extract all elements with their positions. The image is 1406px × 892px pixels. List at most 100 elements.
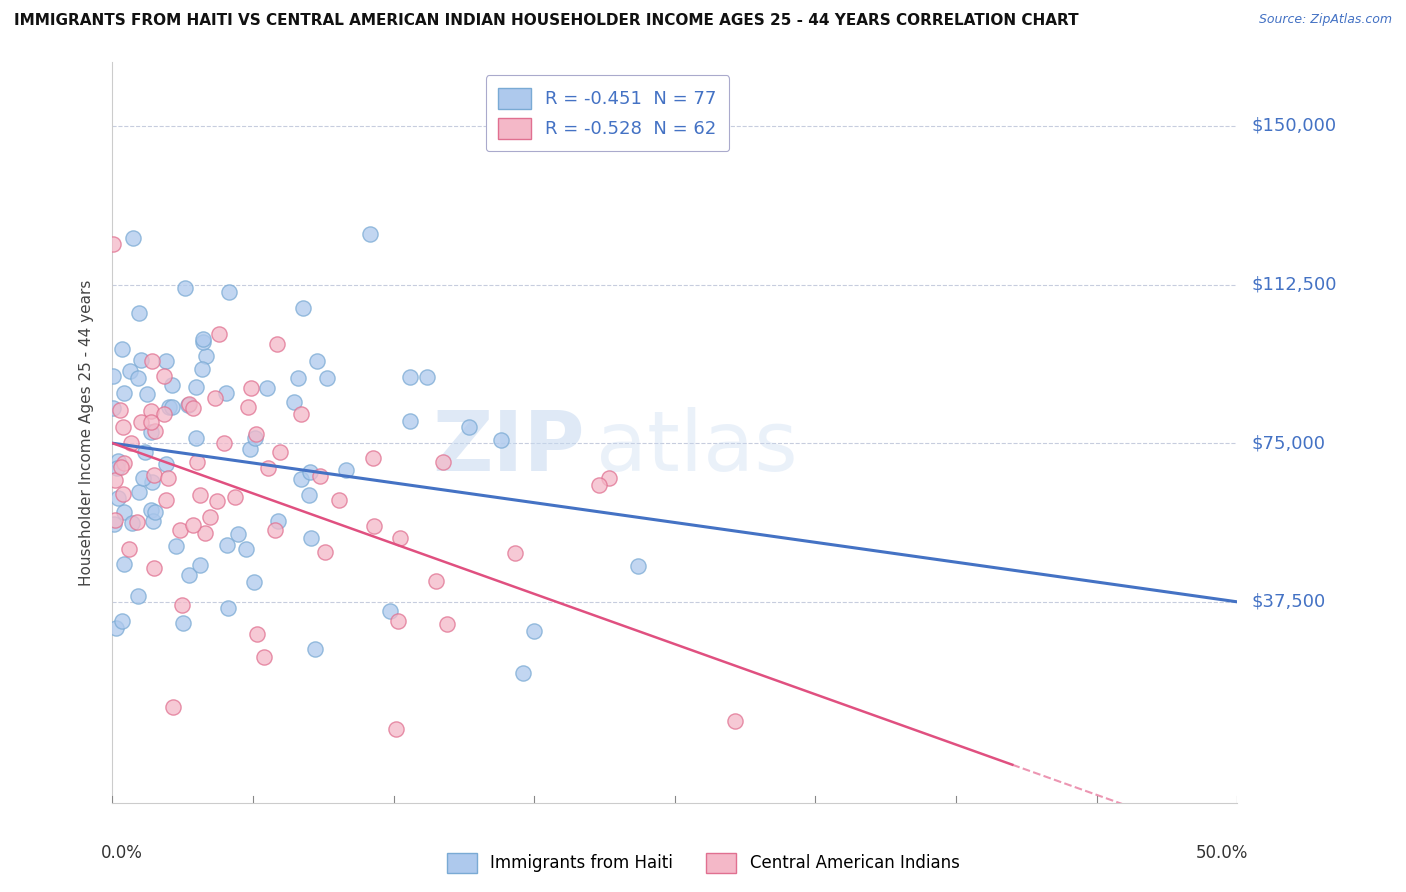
Point xyxy=(267,515,290,529)
Point xyxy=(264,523,287,537)
Point xyxy=(143,424,166,438)
Point xyxy=(129,415,152,429)
Point xyxy=(304,641,326,656)
Point xyxy=(155,493,177,508)
Point xyxy=(181,518,204,533)
Point xyxy=(204,391,226,405)
Point xyxy=(503,546,526,560)
Point xyxy=(127,371,149,385)
Point xyxy=(523,624,546,639)
Point xyxy=(239,381,262,395)
Point xyxy=(188,558,211,572)
Point xyxy=(160,400,183,414)
Point xyxy=(108,403,131,417)
Point xyxy=(141,404,163,418)
Point xyxy=(141,503,163,517)
Point xyxy=(184,431,207,445)
Point xyxy=(387,614,409,628)
Point xyxy=(105,621,128,635)
Point xyxy=(179,567,201,582)
Point xyxy=(136,387,159,401)
Point xyxy=(224,491,246,505)
Point xyxy=(143,505,166,519)
Point xyxy=(425,574,447,589)
Point xyxy=(256,381,278,395)
Point xyxy=(141,425,163,439)
Point xyxy=(290,407,312,421)
Point xyxy=(253,649,276,664)
Point xyxy=(218,285,240,299)
Point xyxy=(152,407,174,421)
Point xyxy=(269,445,291,459)
Text: 50.0%: 50.0% xyxy=(1197,844,1249,862)
Point xyxy=(335,463,357,477)
Point xyxy=(359,227,381,242)
Point xyxy=(588,478,610,492)
Point xyxy=(328,492,350,507)
Text: ZIP: ZIP xyxy=(433,407,585,488)
Point xyxy=(194,525,217,540)
Point xyxy=(112,505,135,519)
Point xyxy=(186,455,208,469)
Point xyxy=(458,420,481,434)
Point xyxy=(432,455,454,469)
Point xyxy=(122,231,145,245)
Text: IMMIGRANTS FROM HAITI VS CENTRAL AMERICAN INDIAN HOUSEHOLDER INCOME AGES 25 - 44: IMMIGRANTS FROM HAITI VS CENTRAL AMERICA… xyxy=(14,13,1078,29)
Legend: Immigrants from Haiti, Central American Indians: Immigrants from Haiti, Central American … xyxy=(440,847,966,880)
Point xyxy=(127,589,149,603)
Point xyxy=(103,401,125,415)
Text: $75,000: $75,000 xyxy=(1251,434,1326,452)
Point xyxy=(416,370,439,384)
Point xyxy=(290,471,312,485)
Point xyxy=(188,488,211,502)
Point xyxy=(107,454,129,468)
Point xyxy=(489,434,512,448)
Point xyxy=(246,626,269,640)
Point xyxy=(298,488,321,502)
Point xyxy=(724,714,747,729)
Point xyxy=(215,386,238,401)
Point xyxy=(110,460,132,475)
Point xyxy=(217,537,239,551)
Point xyxy=(157,401,180,415)
Point xyxy=(152,369,174,384)
Text: Source: ZipAtlas.com: Source: ZipAtlas.com xyxy=(1258,13,1392,27)
Point xyxy=(266,336,288,351)
Point xyxy=(143,561,166,575)
Legend: R = -0.451  N = 77, R = -0.528  N = 62: R = -0.451 N = 77, R = -0.528 N = 62 xyxy=(485,75,730,151)
Point xyxy=(191,361,214,376)
Point xyxy=(200,510,222,524)
Point xyxy=(131,471,153,485)
Point xyxy=(174,281,197,295)
Point xyxy=(177,399,200,413)
Point xyxy=(134,445,156,459)
Point xyxy=(170,598,193,612)
Point xyxy=(235,541,257,556)
Point xyxy=(245,426,267,441)
Point xyxy=(125,515,148,529)
Point xyxy=(110,342,132,356)
Point xyxy=(129,352,152,367)
Point xyxy=(112,385,135,400)
Point xyxy=(101,237,124,252)
Point xyxy=(399,414,422,428)
Point xyxy=(177,396,200,410)
Point xyxy=(191,332,214,346)
Point xyxy=(256,461,278,475)
Point xyxy=(141,475,163,489)
Point xyxy=(112,419,135,434)
Point xyxy=(384,722,406,736)
Point xyxy=(398,369,420,384)
Point xyxy=(142,514,165,528)
Point xyxy=(107,491,129,506)
Point xyxy=(162,700,184,714)
Point xyxy=(112,557,135,571)
Point xyxy=(436,616,458,631)
Point xyxy=(291,301,314,315)
Text: $112,500: $112,500 xyxy=(1251,276,1337,293)
Point xyxy=(236,401,259,415)
Point xyxy=(128,484,150,499)
Text: 0.0%: 0.0% xyxy=(101,844,143,862)
Point xyxy=(139,416,162,430)
Point xyxy=(128,306,150,320)
